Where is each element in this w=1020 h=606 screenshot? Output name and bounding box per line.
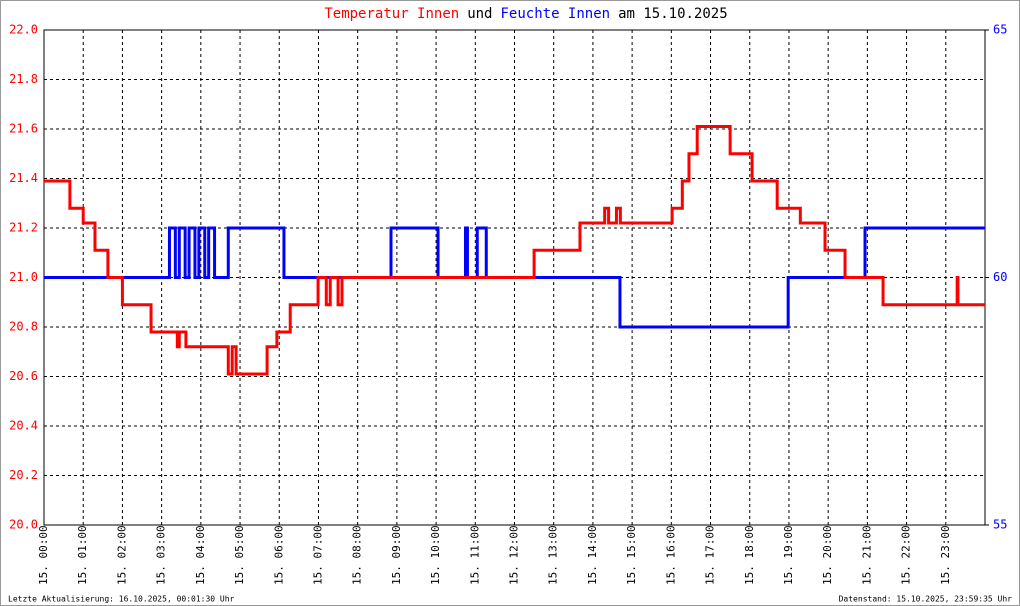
y-tick-label: 22.0	[9, 23, 38, 37]
y-tick-label: 20.6	[9, 369, 38, 383]
x-tick-label: 15. 07:00	[311, 525, 324, 585]
y-tick-label: 21.6	[9, 122, 38, 136]
chart-title: Temperatur Innen und Feuchte Innen am 15.10…	[324, 6, 727, 22]
y2-tick-label: 60	[993, 270, 1007, 284]
x-tick-label: 15. 00:00	[37, 525, 50, 585]
title-series-2: Feuchte Innen	[501, 6, 611, 22]
x-tick-label: 15. 22:00	[900, 525, 913, 585]
y-tick-label: 20.4	[9, 419, 38, 433]
y-tick-label: 21.0	[9, 270, 38, 284]
x-tick-label: 15. 13:00	[547, 525, 560, 585]
x-tick-label: 15. 20:00	[821, 525, 834, 585]
x-tick-label: 15. 04:00	[194, 525, 207, 585]
y-tick-label: 21.8	[9, 72, 38, 86]
y-tick-label: 20.2	[9, 468, 38, 482]
y-tick-label: 20.8	[9, 320, 38, 334]
title-series-1: Temperatur Innen	[324, 6, 459, 22]
x-tick-label: 15. 09:00	[390, 525, 403, 585]
y2-tick-label: 55	[993, 518, 1007, 532]
y-tick-label: 20.0	[9, 518, 38, 532]
x-tick-label: 15. 17:00	[704, 525, 717, 585]
x-tick-label: 15. 19:00	[782, 525, 795, 585]
title-connector: und	[467, 6, 492, 22]
x-tick-label: 15. 06:00	[272, 525, 285, 585]
title-suffix: am 15.10.2025	[618, 6, 728, 22]
x-tick-label: 15. 16:00	[664, 525, 677, 585]
x-tick-label: 15. 11:00	[468, 525, 481, 585]
x-tick-label: 15. 05:00	[233, 525, 246, 585]
x-tick-label: 15. 02:00	[115, 525, 128, 585]
x-tick-label: 15. 10:00	[429, 525, 442, 585]
x-tick-label: 15. 15:00	[625, 525, 638, 585]
x-tick-label: 15. 21:00	[860, 525, 873, 585]
footer-left: Letzte Aktualisierung: 16.10.2025, 00:01…	[8, 595, 235, 604]
series-line	[44, 125, 985, 376]
x-tick-label: 15. 03:00	[155, 525, 168, 585]
x-tick-label: 15. 01:00	[76, 525, 89, 585]
x-tick-label: 15. 08:00	[351, 525, 364, 585]
y-tick-label: 21.2	[9, 221, 38, 235]
footer-right: Datenstand: 15.10.2025, 23:59:35 Uhr	[839, 595, 1013, 604]
y2-tick-label: 65	[993, 23, 1007, 37]
y-tick-label: 21.4	[9, 171, 38, 185]
series-line	[44, 226, 985, 329]
x-tick-label: 15. 12:00	[508, 525, 521, 585]
x-tick-label: 15. 23:00	[939, 525, 952, 585]
x-tick-label: 15. 14:00	[586, 525, 599, 585]
x-tick-label: 15. 18:00	[743, 525, 756, 585]
